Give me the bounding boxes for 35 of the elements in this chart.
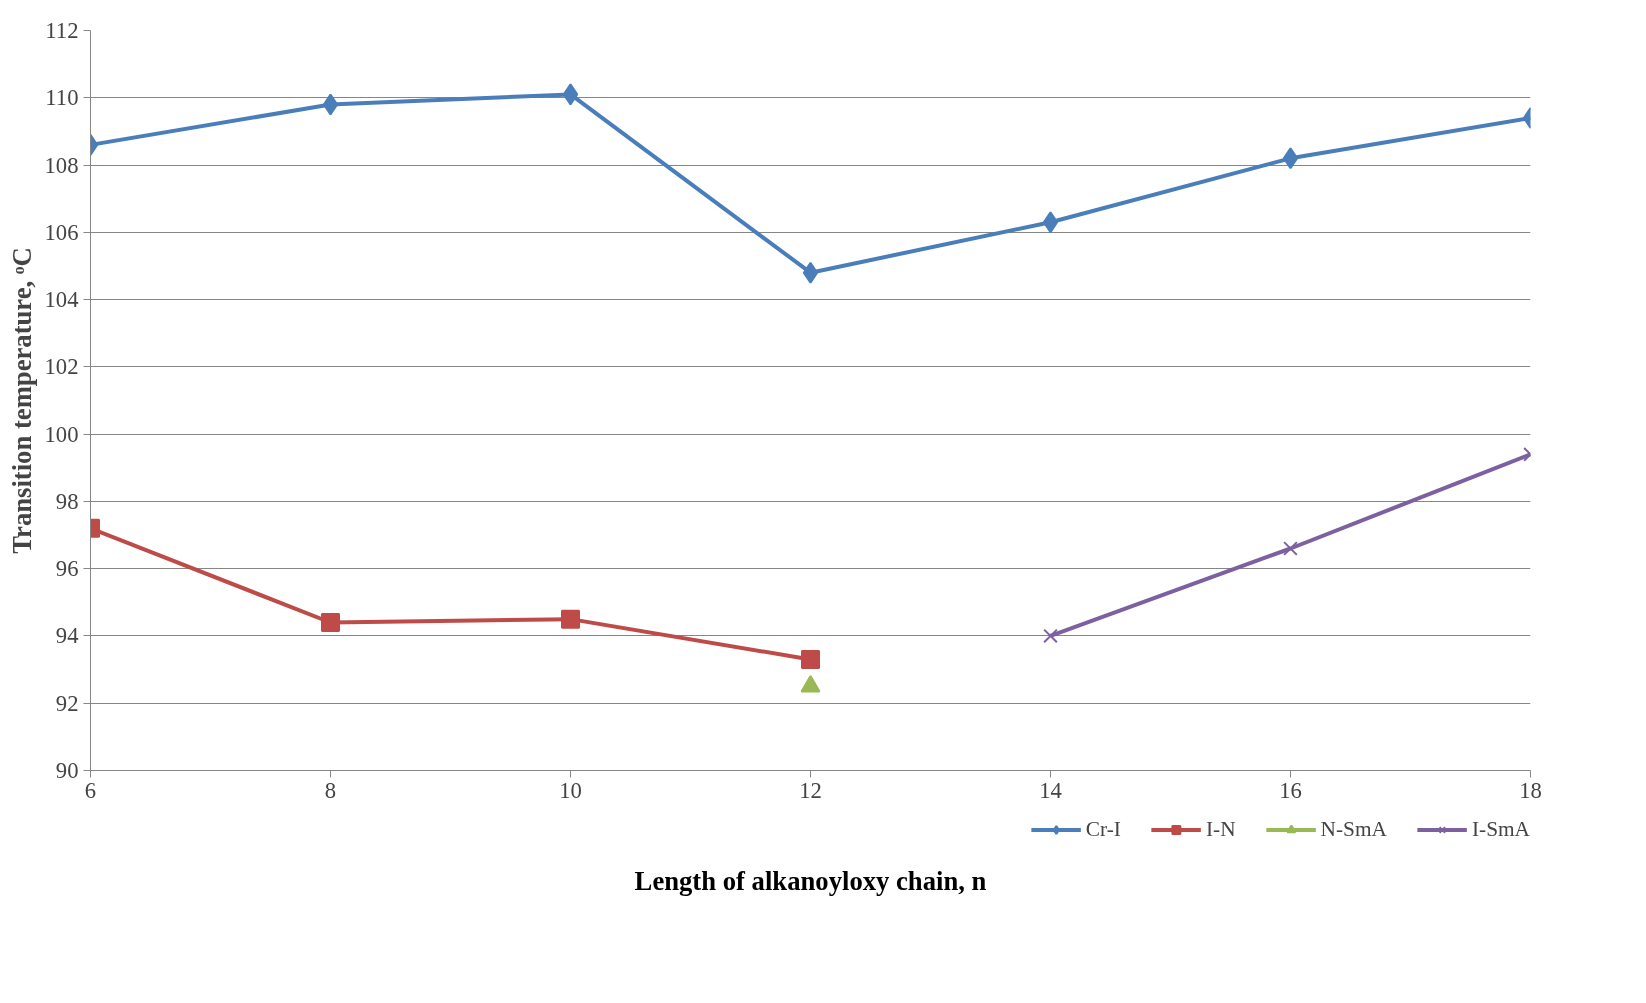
point xyxy=(321,613,340,632)
y-tick-label: 98 xyxy=(55,488,79,514)
x-tick-label: 18 xyxy=(1519,777,1542,803)
x-axis-title: Length of alkanoyloxy chain, n xyxy=(634,865,987,896)
x-tick-label: 16 xyxy=(1279,777,1302,803)
point xyxy=(1043,628,1058,644)
y-tick-label: 110 xyxy=(45,85,79,111)
point xyxy=(802,261,819,284)
legend-label: I-SmA xyxy=(1471,816,1530,842)
point xyxy=(322,93,339,116)
y-tick-label: 90 xyxy=(55,758,79,783)
y-tick-label: 96 xyxy=(55,556,79,582)
point xyxy=(1042,211,1059,234)
x-tick-label: 6 xyxy=(84,777,97,803)
y-tick-label: 104 xyxy=(44,287,79,313)
x-tick-label: 8 xyxy=(324,777,337,803)
x-tick-label: 12 xyxy=(799,777,822,803)
legend-label: Cr-I xyxy=(1085,816,1121,842)
legend-label: N-SmA xyxy=(1320,816,1387,842)
y-tick-label: 112 xyxy=(45,18,79,43)
point xyxy=(801,650,820,669)
y-tick-label: 108 xyxy=(44,152,79,178)
point xyxy=(562,83,579,106)
y-tick-label: 100 xyxy=(44,421,79,447)
y-axis-title: Transition temperature, ᵒC xyxy=(6,247,37,554)
point xyxy=(561,609,580,629)
legend-label: I-N xyxy=(1205,816,1236,842)
y-tick-label: 94 xyxy=(55,623,79,649)
point xyxy=(1283,541,1298,556)
x-tick-label: 10 xyxy=(559,777,582,803)
point xyxy=(1282,147,1299,170)
x-tick-label: 14 xyxy=(1039,777,1062,803)
y-tick-label: 102 xyxy=(44,354,79,380)
y-tick-label: 92 xyxy=(55,690,79,716)
y-tick-label: 106 xyxy=(44,219,79,245)
